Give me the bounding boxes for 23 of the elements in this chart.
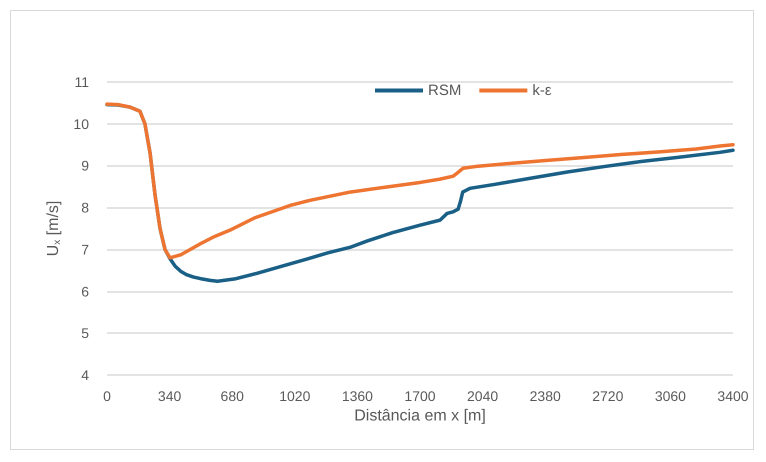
legend-label: RSM [428,82,462,99]
x-tick-label: 1360 [342,388,374,404]
x-tick-label: 1020 [279,388,311,404]
x-tick-label: 1700 [404,388,436,404]
y-tick-label: 4 [81,367,90,383]
x-tick-label: 340 [158,388,182,404]
y-tick-label: 11 [74,74,90,90]
y-tick-label: 10 [73,116,90,132]
y-tick-label: 6 [81,283,90,300]
y-tick-label: 8 [81,200,90,216]
x-tick-label: 3060 [654,388,686,404]
x-axis-title: Distância em x [m] [354,407,486,424]
x-tick-label: 2720 [592,388,624,404]
x-tick-label: 3400 [717,388,749,404]
y-tick-label: 7 [81,241,90,258]
x-tick-label: 2040 [467,388,498,404]
x-tick-label: 680 [220,388,244,404]
y-tick-label: 5 [81,325,90,342]
legend-label: k-ε [532,82,552,99]
y-tick-label: 9 [81,158,90,174]
y-axis-title: Ux [m/s] [45,200,64,256]
x-tick-label: 0 [103,388,112,404]
x-tick-label: 2380 [530,388,561,404]
